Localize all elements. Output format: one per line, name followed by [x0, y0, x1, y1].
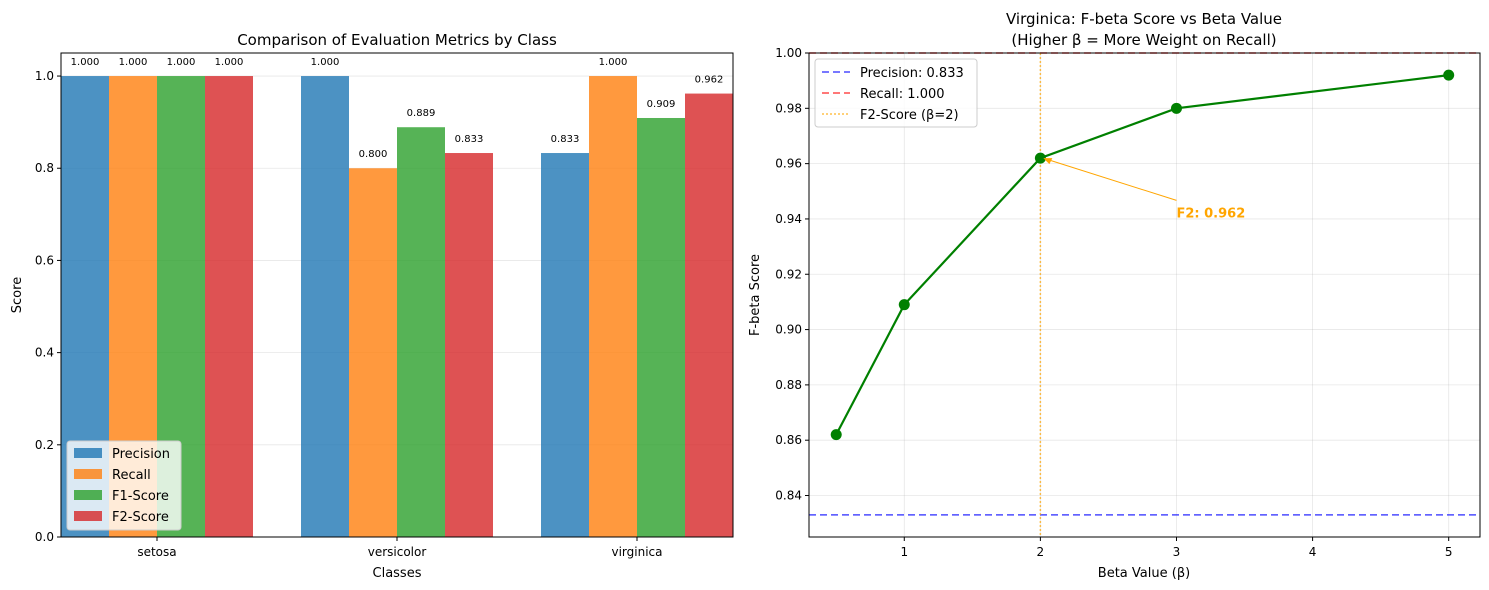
- bar-versicolor-recall: [349, 168, 397, 537]
- legend-label-recall-1-000: Recall: 1.000: [860, 87, 945, 102]
- legend-label-precision-0-833: Precision: 0.833: [860, 66, 964, 81]
- legend-label-f2-score: F2-Score: [112, 510, 169, 525]
- bar-chart-y-tick-label: 0.6: [35, 253, 54, 267]
- bar-data-label: 0.833: [551, 134, 580, 145]
- line-chart-x-tick-label: 4: [1309, 545, 1317, 559]
- bar-chart-y-tick-label: 0.8: [35, 161, 54, 175]
- bar-data-label: 1.000: [119, 57, 148, 68]
- bar-versicolor-precision: [301, 76, 349, 538]
- line-chart-y-tick-label: 0.90: [775, 323, 802, 337]
- bar-chart-y-tick-label: 0.4: [35, 346, 54, 360]
- annotation-arrow-head: [1043, 158, 1053, 165]
- fbeta-line-chart: F2: 0.962 0.840.860.880.900.920.940.960.…: [748, 10, 1481, 581]
- bar-data-label: 0.962: [695, 75, 724, 86]
- legend-swatch-precision: [74, 448, 102, 458]
- line-chart-y-tick-label: 0.94: [775, 212, 802, 226]
- legend-label-f1-score: F1-Score: [112, 489, 169, 504]
- bar-virginica-f1-score: [637, 117, 685, 537]
- bar-chart-y-label: Score: [10, 277, 25, 313]
- annotation-label: F2: 0.962: [1176, 206, 1245, 221]
- bar-data-label: 0.889: [407, 108, 436, 119]
- bar-data-label: 1.000: [167, 57, 196, 68]
- legend-label-recall: Recall: [112, 468, 151, 483]
- bar-chart-x-tick-label: virginica: [612, 545, 663, 559]
- bar-data-label: 0.909: [647, 99, 676, 110]
- line-chart-y-label: F-beta Score: [748, 254, 763, 336]
- bar-virginica-precision: [541, 153, 589, 537]
- metrics-bar-chart: 1.000 1.000 0.833 1.000 0.800 1.000 1.000 0.889…: [10, 31, 734, 581]
- bar-data-label: 1.000: [71, 57, 100, 68]
- line-chart-x-axis: 1 2 3 4 5: [900, 537, 1453, 559]
- line-chart-x-tick-label: 1: [900, 545, 908, 559]
- line-chart-x-tick-label: 3: [1173, 545, 1181, 559]
- bar-chart-x-label: Classes: [373, 566, 422, 581]
- line-chart-y-tick-label: 0.88: [775, 378, 802, 392]
- bar-data-label: 0.800: [359, 149, 388, 160]
- bar-virginica-f2-score: [685, 93, 733, 537]
- line-chart-y-tick-label: 0.92: [775, 267, 802, 281]
- line-chart-x-label: Beta Value (β): [1098, 566, 1190, 581]
- line-chart-y-tick-label: 0.84: [775, 489, 802, 503]
- fbeta-point: [898, 299, 910, 311]
- line-chart-title: Virginica: F-beta Score vs Beta Value: [1006, 10, 1282, 28]
- fbeta-point: [830, 429, 842, 441]
- bar-chart-bars: [61, 76, 733, 538]
- bar-versicolor-f2-score: [445, 153, 493, 537]
- legend-swatch-f1-score: [74, 490, 102, 500]
- line-chart-y-tick-label: 0.98: [775, 101, 802, 115]
- bar-chart-legend-box: [66, 440, 182, 531]
- bar-data-label: 1.000: [599, 57, 628, 68]
- fbeta-point: [1034, 152, 1046, 164]
- bar-chart-y-tick-label: 0.0: [35, 530, 54, 544]
- line-chart-x-tick-label: 2: [1037, 545, 1045, 559]
- bar-chart-y-tick-label: 0.2: [35, 438, 54, 452]
- line-chart-legend: Precision: 0.833 Recall: 1.000 F2-Score (β…: [814, 58, 978, 128]
- bar-chart-x-tick-label: versicolor: [368, 545, 427, 559]
- bar-chart-x-tick-label: setosa: [137, 545, 176, 559]
- line-chart-legend-box: [814, 58, 978, 128]
- line-chart-y-tick-label: 0.86: [775, 433, 802, 447]
- bar-data-label: 1.000: [311, 57, 340, 68]
- fbeta-point: [1443, 69, 1455, 81]
- legend-label-precision: Precision: [112, 447, 170, 462]
- bar-chart-title: Comparison of Evaluation Metrics by Clas…: [237, 31, 557, 49]
- legend-label-f2-score-2: F2-Score (β=2): [860, 108, 959, 123]
- annotation-arrow-line: [1046, 158, 1177, 201]
- line-chart-y-tick-label: 0.96: [775, 157, 802, 171]
- bar-versicolor-f1-score: [397, 127, 445, 538]
- bar-chart-x-axis: setosa versicolor virginica: [137, 537, 663, 559]
- bar-chart-y-axis: 0.0 0.2 0.4 0.6 0.8 1.0: [35, 69, 61, 544]
- line-chart-y-axis: 0.84 0.86 0.88 0.90 0.92 0.94 0.96 0.98 1.00: [775, 46, 809, 503]
- line-chart-subtitle: (Higher β = More Weight on Recall): [1011, 31, 1276, 49]
- line-chart-annotation: F2: 0.962: [1043, 158, 1245, 221]
- fbeta-point: [1170, 102, 1182, 114]
- bar-chart-data-labels: 1.000 1.000 0.833 1.000 0.800 1.000 1.000 0.889…: [71, 57, 724, 160]
- line-chart-y-tick-label: 1.00: [775, 46, 802, 60]
- bar-chart-legend: Precision Recall F1-Score F2-Score: [66, 440, 182, 531]
- bar-data-label: 1.000: [215, 57, 244, 68]
- bar-virginica-recall: [589, 76, 637, 538]
- bar-setosa-f2-score: [205, 76, 253, 538]
- legend-swatch-recall: [74, 469, 102, 479]
- bar-chart-y-tick-label: 1.0: [35, 69, 54, 83]
- line-chart-series: [830, 69, 1455, 441]
- bar-data-label: 0.833: [455, 134, 484, 145]
- line-chart-frame: [808, 52, 1481, 538]
- legend-swatch-f2-score: [74, 511, 102, 521]
- line-chart-x-tick-label: 5: [1445, 545, 1453, 559]
